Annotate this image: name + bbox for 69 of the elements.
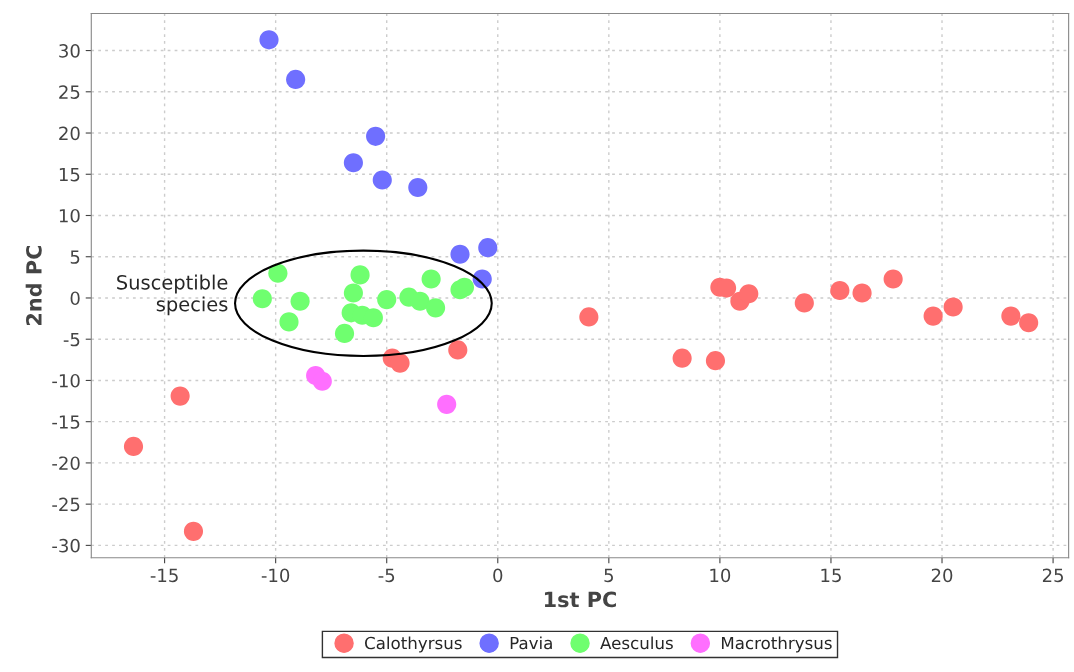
point [286, 69, 306, 89]
x-tick-label: 0 [493, 568, 503, 583]
point [794, 293, 814, 313]
legend-label: Macrothrysus [721, 636, 832, 653]
point [390, 353, 410, 373]
point [830, 280, 850, 301]
x-tick-label: 5 [604, 568, 613, 583]
point [312, 371, 332, 391]
point [448, 340, 468, 360]
y-tick-label: -10 [52, 373, 80, 388]
y-tick-label: -5 [63, 332, 80, 347]
point [437, 394, 457, 414]
point [852, 283, 872, 303]
point [883, 269, 903, 289]
y-tick-label: -30 [52, 538, 80, 553]
point [377, 290, 397, 310]
y-tick-label: 10 [59, 208, 80, 223]
point [672, 348, 692, 368]
point [454, 277, 475, 297]
point [343, 153, 363, 173]
x-tick-label: -15 [150, 568, 178, 583]
point [410, 291, 430, 311]
x-tick-label: -10 [261, 568, 290, 583]
y-tick-label: 0 [70, 291, 80, 306]
point [363, 308, 383, 328]
point [170, 386, 190, 406]
x-tick-label: -5 [378, 568, 395, 583]
legend-label: Aesculus [600, 636, 673, 650]
y-tick-label: 25 [59, 85, 80, 99]
x-axis-title: 1st PC [544, 591, 616, 608]
point [252, 289, 272, 309]
y-tick-label: -20 [52, 456, 80, 471]
x-tick-label: 25 [1042, 568, 1063, 583]
point [739, 284, 759, 304]
point [408, 177, 428, 198]
point [290, 291, 310, 311]
point [343, 283, 363, 303]
y-tick-label: 5 [70, 250, 80, 264]
point [366, 126, 386, 146]
point [123, 436, 144, 456]
point [450, 244, 470, 264]
point [372, 170, 392, 190]
y-tick-label: 15 [59, 167, 80, 182]
legend-label: Pavia [510, 636, 552, 650]
point [1001, 306, 1021, 326]
point [426, 298, 446, 318]
point [259, 30, 279, 50]
point [478, 238, 498, 258]
point [279, 312, 299, 332]
y-tick-label: -25 [52, 497, 80, 512]
y-axis-title: 2nd PC [25, 245, 42, 325]
legend-label: Calothyrsus [365, 636, 462, 653]
point [1019, 313, 1039, 333]
x-tick-label: 10 [710, 568, 731, 583]
point [943, 297, 963, 317]
annotation: Susceptible species [117, 274, 228, 316]
point [421, 269, 441, 289]
point [579, 307, 599, 327]
y-tick-label: 30 [59, 44, 80, 58]
y-tick-label: 20 [59, 126, 80, 141]
point [268, 263, 288, 283]
point [923, 306, 943, 326]
y-tick-label: -15 [52, 415, 80, 429]
point [183, 521, 204, 541]
point [334, 323, 355, 344]
x-tick-label: 20 [931, 568, 953, 583]
point [350, 265, 370, 285]
point [705, 351, 726, 371]
x-tick-label: 15 [821, 568, 841, 583]
